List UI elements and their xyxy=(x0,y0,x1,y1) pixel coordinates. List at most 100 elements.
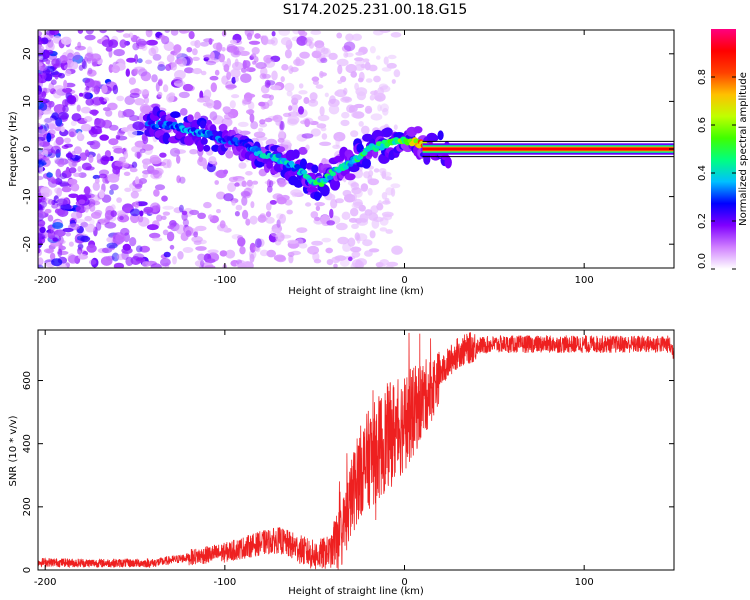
speckle-blob xyxy=(182,247,194,253)
speckle-blob xyxy=(369,94,375,101)
speckle-blob xyxy=(324,92,329,98)
speckle-blob xyxy=(166,159,172,169)
speckle-blob xyxy=(287,239,299,244)
speckle-blob xyxy=(265,211,272,218)
speckle-blob xyxy=(189,149,198,155)
speckle-blob xyxy=(374,95,383,101)
speckle-blob xyxy=(321,237,332,243)
speckle-blob xyxy=(132,42,140,51)
speckle-blob xyxy=(373,216,384,222)
speckle-blob xyxy=(227,182,237,193)
speckle-blob xyxy=(242,60,247,70)
speckle-blob xyxy=(42,109,54,115)
speckle-blob xyxy=(162,211,171,216)
speckle-blob xyxy=(64,69,72,77)
speckle-blob xyxy=(129,237,137,247)
page-title: S174.2025.231.00.18.G15 xyxy=(282,2,468,18)
speckle-blob xyxy=(315,44,326,53)
x-tick-label: -100 xyxy=(213,275,236,286)
speckle-blob xyxy=(279,213,286,224)
speckle-blob xyxy=(241,196,248,206)
x-tick-label: -200 xyxy=(34,577,57,588)
speckle-blob xyxy=(379,168,387,174)
speckle-blob xyxy=(147,30,152,33)
speckle-blob xyxy=(159,152,167,158)
speckle-blob xyxy=(111,65,121,74)
speckle-blob xyxy=(75,205,87,214)
speckle-blob xyxy=(335,137,340,148)
speckle-blob xyxy=(320,127,327,132)
speckle-blob xyxy=(149,232,161,239)
speckle-blob xyxy=(47,38,54,48)
speckle-blob xyxy=(38,44,45,54)
spectrogram-speckle-group xyxy=(38,30,674,268)
speckle-blob xyxy=(109,184,119,191)
speckle-blob xyxy=(113,147,124,154)
speckle-blob xyxy=(350,130,359,138)
speckle-blob xyxy=(205,60,217,66)
speckle-blob xyxy=(41,141,50,147)
speckle-blob xyxy=(53,85,65,91)
spectrogram-x-axis-label: Height of straight line (km) xyxy=(288,286,424,297)
speckle-blob xyxy=(390,183,401,189)
speckle-blob xyxy=(290,66,299,73)
speckle-blob xyxy=(282,112,292,118)
ridge-halo-blob xyxy=(344,173,356,181)
speckle-blob xyxy=(259,119,266,125)
speckle-blob xyxy=(98,189,105,199)
snr-background xyxy=(38,330,674,570)
speckle-blob xyxy=(189,209,200,216)
speckle-blob xyxy=(80,123,92,132)
speckle-blob xyxy=(76,104,81,112)
speckle-blob xyxy=(377,104,382,112)
speckle-blob xyxy=(235,204,243,211)
speckle-blob xyxy=(155,82,160,92)
colorbar: 0.0 0.2 0.4 0.6 0.8 Normalized spectral ampl… xyxy=(697,29,749,270)
speckle-blob xyxy=(245,171,253,176)
x-tick-label: 0 xyxy=(401,275,407,286)
speckle-blob xyxy=(161,195,168,202)
speckle-blob xyxy=(386,261,399,267)
speckle-blob xyxy=(80,106,91,114)
speckle-blob xyxy=(46,132,52,143)
speckle-blob xyxy=(179,176,186,184)
speckle-blob xyxy=(380,103,389,113)
speckle-blob xyxy=(290,189,303,197)
speckle-blob xyxy=(85,223,96,233)
speckle-blob xyxy=(212,100,222,110)
speckle-blob xyxy=(44,123,49,132)
speckle-blob xyxy=(264,79,271,88)
ridge-halo-blob xyxy=(306,186,318,193)
speckle-blob xyxy=(350,71,358,78)
speckle-blob xyxy=(200,260,205,267)
speckle-blob xyxy=(333,131,346,142)
speckle-blob xyxy=(77,253,88,260)
speckle-blob xyxy=(305,202,312,207)
speckle-blob xyxy=(84,215,93,222)
speckle-blob xyxy=(357,77,364,83)
speckle-blob xyxy=(387,54,397,60)
ridge-core-blob xyxy=(275,153,282,159)
ridge-halo-blob xyxy=(162,132,171,145)
speckle-blob xyxy=(130,190,139,199)
speckle-blob xyxy=(48,123,56,130)
speckle-blob xyxy=(113,49,125,57)
speckle-blob xyxy=(101,39,114,48)
speckle-blob xyxy=(134,183,143,189)
speckle-blob xyxy=(241,180,247,187)
speckle-blob xyxy=(226,45,237,53)
speckle-blob xyxy=(225,84,237,89)
speckle-blob xyxy=(234,182,240,187)
speckle-blob xyxy=(153,189,160,197)
speckle-blob xyxy=(50,79,57,85)
speckle-blob xyxy=(287,118,299,126)
speckle-blob xyxy=(135,201,148,207)
speckle-blob xyxy=(334,255,347,261)
speckle-blob xyxy=(375,262,384,268)
speckle-blob xyxy=(343,87,348,95)
speckle-blob xyxy=(172,255,177,265)
speckle-blob xyxy=(240,73,252,83)
speckle-blob xyxy=(249,215,258,225)
speckle-blob xyxy=(159,34,166,40)
